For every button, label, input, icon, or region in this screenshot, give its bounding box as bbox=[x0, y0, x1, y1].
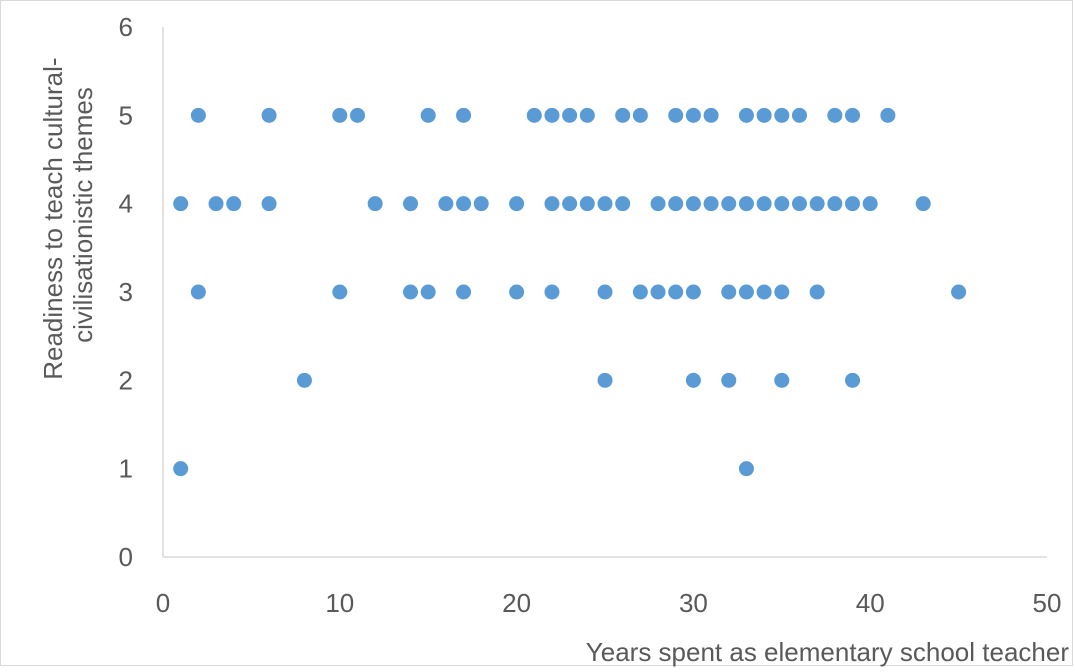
data-point bbox=[403, 284, 419, 300]
x-tick-labels: 0 10 20 30 40 50 bbox=[156, 588, 1062, 618]
x-tick-label: 40 bbox=[856, 588, 885, 618]
y-tick-label: 6 bbox=[119, 12, 133, 42]
data-point bbox=[579, 196, 595, 212]
y-axis-label: Readiness to teach cultural- civilisatio… bbox=[38, 50, 98, 380]
data-point bbox=[597, 284, 613, 300]
data-point bbox=[721, 196, 737, 212]
data-point bbox=[774, 284, 790, 300]
data-point bbox=[420, 284, 436, 300]
data-point bbox=[438, 196, 454, 212]
x-tick-label: 10 bbox=[325, 588, 354, 618]
data-point bbox=[650, 196, 666, 212]
data-point bbox=[456, 196, 472, 212]
y-tick-label: 0 bbox=[119, 542, 133, 572]
data-points bbox=[173, 107, 967, 477]
data-point bbox=[827, 196, 843, 212]
data-point bbox=[774, 107, 790, 123]
data-point bbox=[226, 196, 242, 212]
y-axis-label-line-1: Readiness to teach cultural- bbox=[38, 57, 68, 379]
data-point bbox=[703, 107, 719, 123]
data-point bbox=[685, 284, 701, 300]
data-point bbox=[615, 196, 631, 212]
data-point bbox=[562, 196, 578, 212]
data-point bbox=[774, 196, 790, 212]
data-point bbox=[208, 196, 224, 212]
data-point bbox=[862, 196, 878, 212]
data-point bbox=[296, 372, 312, 388]
data-point bbox=[738, 284, 754, 300]
data-point bbox=[632, 284, 648, 300]
data-point bbox=[420, 107, 436, 123]
data-point bbox=[632, 107, 648, 123]
y-tick-label: 4 bbox=[119, 189, 133, 219]
data-point bbox=[544, 196, 560, 212]
data-point bbox=[880, 107, 896, 123]
x-tick-label: 30 bbox=[679, 588, 708, 618]
y-tick-labels: 0 1 2 3 4 5 6 bbox=[119, 12, 133, 572]
data-point bbox=[190, 284, 206, 300]
data-point bbox=[738, 461, 754, 477]
data-point bbox=[332, 284, 348, 300]
y-tick-label: 2 bbox=[119, 365, 133, 395]
data-point bbox=[756, 196, 772, 212]
data-point bbox=[562, 107, 578, 123]
data-point bbox=[774, 372, 790, 388]
data-point bbox=[668, 107, 684, 123]
data-point bbox=[261, 107, 277, 123]
data-point bbox=[668, 196, 684, 212]
data-point bbox=[403, 196, 419, 212]
data-point bbox=[509, 196, 525, 212]
data-point bbox=[809, 196, 825, 212]
data-point bbox=[915, 196, 931, 212]
y-axis-label-line-2: civilisationistic themes bbox=[68, 87, 98, 343]
data-point bbox=[367, 196, 383, 212]
data-point bbox=[597, 196, 613, 212]
data-point bbox=[685, 107, 701, 123]
data-point bbox=[526, 107, 542, 123]
data-point bbox=[756, 107, 772, 123]
data-point bbox=[685, 196, 701, 212]
data-point bbox=[544, 284, 560, 300]
x-tick-label: 0 bbox=[156, 588, 170, 618]
data-point bbox=[721, 372, 737, 388]
data-point bbox=[332, 107, 348, 123]
y-tick-label: 1 bbox=[119, 454, 133, 484]
data-point bbox=[509, 284, 525, 300]
data-point bbox=[703, 196, 719, 212]
data-point bbox=[261, 196, 277, 212]
y-tick-label: 3 bbox=[119, 277, 133, 307]
data-point bbox=[845, 196, 861, 212]
data-point bbox=[190, 107, 206, 123]
data-point bbox=[544, 107, 560, 123]
data-point bbox=[791, 196, 807, 212]
data-point bbox=[951, 284, 967, 300]
data-point bbox=[615, 107, 631, 123]
data-point bbox=[456, 284, 472, 300]
data-point bbox=[845, 372, 861, 388]
data-point bbox=[173, 461, 189, 477]
data-point bbox=[791, 107, 807, 123]
data-point bbox=[456, 107, 472, 123]
data-point bbox=[721, 284, 737, 300]
data-point bbox=[597, 372, 613, 388]
data-point bbox=[349, 107, 365, 123]
y-tick-label: 5 bbox=[119, 100, 133, 130]
data-point bbox=[827, 107, 843, 123]
data-point bbox=[579, 107, 595, 123]
data-point bbox=[845, 107, 861, 123]
data-point bbox=[173, 196, 189, 212]
data-point bbox=[685, 372, 701, 388]
data-point bbox=[756, 284, 772, 300]
data-point bbox=[738, 196, 754, 212]
data-point bbox=[809, 284, 825, 300]
data-point bbox=[668, 284, 684, 300]
x-tick-label: 20 bbox=[502, 588, 531, 618]
x-tick-label: 50 bbox=[1033, 588, 1062, 618]
data-point bbox=[738, 107, 754, 123]
x-axis-label: Years spent as elementary school teacher bbox=[586, 637, 1070, 667]
data-point bbox=[473, 196, 489, 212]
data-point bbox=[650, 284, 666, 300]
